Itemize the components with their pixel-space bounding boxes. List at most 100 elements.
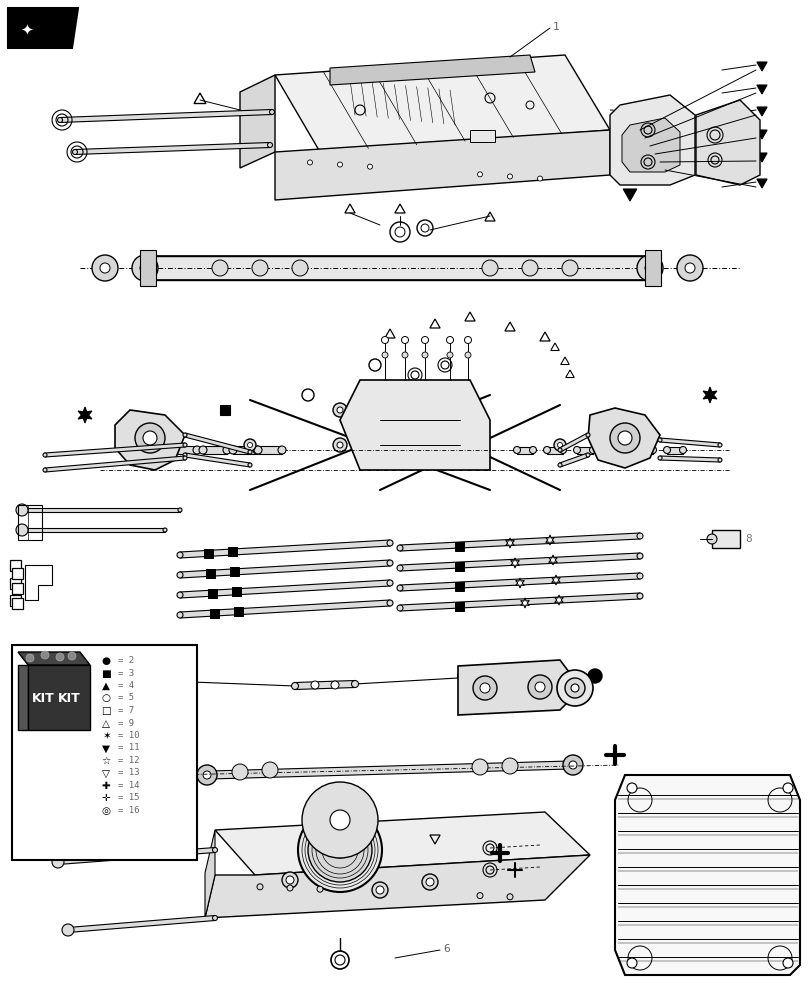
Polygon shape (545, 535, 554, 545)
Polygon shape (659, 456, 719, 462)
Circle shape (427, 403, 441, 417)
Circle shape (636, 533, 642, 539)
Circle shape (543, 446, 550, 454)
Bar (230, 567, 238, 576)
Bar (208, 589, 217, 598)
Circle shape (501, 758, 517, 774)
Circle shape (684, 263, 694, 273)
Circle shape (193, 446, 201, 454)
Text: KIT: KIT (32, 692, 54, 704)
Circle shape (381, 352, 388, 358)
Circle shape (56, 653, 64, 661)
Bar (220, 405, 230, 415)
Circle shape (387, 580, 393, 586)
Text: △: △ (102, 718, 109, 728)
Circle shape (267, 143, 272, 148)
Polygon shape (607, 446, 622, 454)
Text: = 4: = 4 (118, 681, 134, 690)
Text: 8: 8 (744, 534, 751, 544)
Polygon shape (587, 408, 659, 468)
Circle shape (465, 352, 470, 358)
Text: = 16: = 16 (118, 806, 139, 815)
Circle shape (329, 810, 350, 830)
Circle shape (316, 886, 323, 892)
Polygon shape (702, 387, 716, 403)
Circle shape (243, 439, 255, 451)
Circle shape (422, 352, 427, 358)
Circle shape (421, 336, 428, 344)
Text: 1: 1 (552, 22, 559, 32)
Polygon shape (399, 533, 639, 551)
Text: ▲: ▲ (102, 681, 109, 691)
Bar (10, 560, 21, 571)
Circle shape (43, 468, 47, 472)
Circle shape (397, 565, 402, 571)
Circle shape (337, 442, 342, 448)
Circle shape (285, 876, 294, 884)
Circle shape (556, 670, 592, 706)
Circle shape (717, 458, 721, 462)
Circle shape (247, 442, 252, 448)
Bar (204, 549, 212, 558)
Circle shape (203, 771, 211, 779)
Circle shape (212, 847, 217, 852)
Text: = 5: = 5 (118, 694, 134, 702)
Polygon shape (145, 256, 649, 280)
Text: ▼: ▼ (102, 744, 109, 754)
Polygon shape (209, 761, 569, 779)
Circle shape (52, 856, 64, 868)
Circle shape (609, 423, 639, 453)
Polygon shape (457, 660, 574, 715)
Polygon shape (399, 553, 639, 571)
Bar (711, 530, 739, 548)
Polygon shape (60, 110, 272, 122)
Text: KIT: KIT (58, 692, 80, 704)
Polygon shape (510, 558, 519, 568)
Circle shape (569, 761, 577, 769)
Circle shape (100, 263, 109, 273)
Polygon shape (215, 812, 590, 875)
Circle shape (337, 407, 342, 413)
Polygon shape (184, 433, 251, 454)
Polygon shape (399, 593, 639, 611)
Circle shape (457, 669, 471, 683)
Circle shape (446, 352, 453, 358)
Circle shape (534, 682, 544, 692)
Polygon shape (204, 855, 590, 918)
Circle shape (431, 407, 437, 413)
Polygon shape (22, 508, 180, 512)
Bar (232, 587, 241, 596)
Circle shape (557, 442, 562, 448)
Circle shape (603, 446, 610, 454)
Circle shape (41, 651, 49, 659)
Polygon shape (756, 85, 766, 94)
Circle shape (55, 859, 61, 864)
Circle shape (302, 782, 378, 858)
Text: ✦: ✦ (20, 23, 32, 38)
Bar (139, 250, 156, 286)
Circle shape (182, 433, 187, 437)
Polygon shape (45, 456, 185, 472)
Text: = 3: = 3 (118, 668, 134, 678)
Circle shape (286, 885, 293, 891)
Circle shape (177, 572, 182, 578)
Circle shape (676, 255, 702, 281)
Circle shape (253, 446, 260, 454)
Bar (234, 607, 242, 616)
Circle shape (177, 592, 182, 598)
Text: = 2: = 2 (118, 656, 134, 665)
Circle shape (557, 463, 561, 467)
Circle shape (559, 446, 566, 454)
Circle shape (426, 878, 433, 886)
Polygon shape (329, 55, 534, 85)
Circle shape (178, 508, 182, 512)
Circle shape (557, 448, 561, 452)
Circle shape (471, 759, 487, 775)
Circle shape (302, 389, 314, 401)
Circle shape (679, 446, 685, 454)
Circle shape (529, 446, 536, 454)
Circle shape (397, 545, 402, 551)
Bar (210, 609, 219, 618)
Circle shape (132, 255, 158, 281)
Circle shape (587, 669, 601, 683)
